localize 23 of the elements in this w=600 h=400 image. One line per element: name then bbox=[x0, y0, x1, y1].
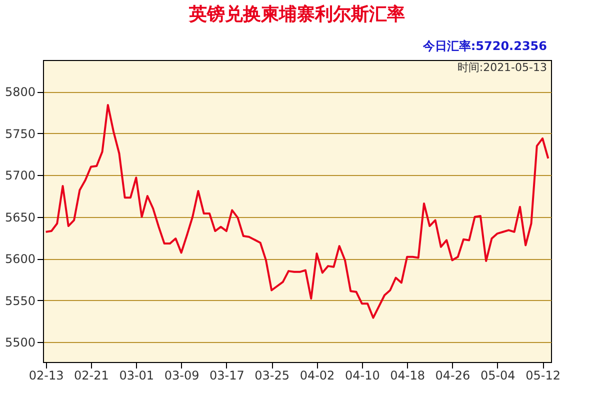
x-tick-label: 02-13 bbox=[28, 368, 64, 382]
y-tick-label: 5500 bbox=[4, 335, 36, 350]
x-tick-label: 03-09 bbox=[164, 368, 200, 382]
y-tick-label: 5800 bbox=[4, 85, 36, 100]
y-tick-label: 5750 bbox=[4, 126, 36, 141]
y-tick-label: 5550 bbox=[4, 294, 36, 308]
x-tick-label: 03-25 bbox=[254, 368, 290, 382]
x-tick-label: 05-04 bbox=[480, 368, 516, 382]
x-tick-label: 04-02 bbox=[300, 368, 335, 382]
x-tick-label: 04-10 bbox=[344, 368, 380, 382]
text: 今日汇率:5720.2356 bbox=[422, 39, 547, 53]
line-series bbox=[44, 104, 550, 319]
x-tick-label: 04-26 bbox=[435, 368, 470, 382]
x-tick-label: 04-18 bbox=[390, 368, 426, 382]
annotation: 时间:2021-05-13 bbox=[457, 61, 547, 74]
y-tick-label: 5650 bbox=[4, 210, 36, 224]
x-tick-label: 03-01 bbox=[119, 368, 154, 382]
x-tick-label: 05-12 bbox=[526, 368, 560, 382]
chart-title: 英镑兑换柬埔寨利尔斯汇率 bbox=[188, 4, 405, 25]
x-tick-label: 02-21 bbox=[74, 368, 109, 382]
x-tick-label: 03-17 bbox=[210, 368, 244, 382]
y-tick-label: 5700 bbox=[4, 168, 36, 183]
y-tick-label: 5600 bbox=[4, 252, 36, 266]
